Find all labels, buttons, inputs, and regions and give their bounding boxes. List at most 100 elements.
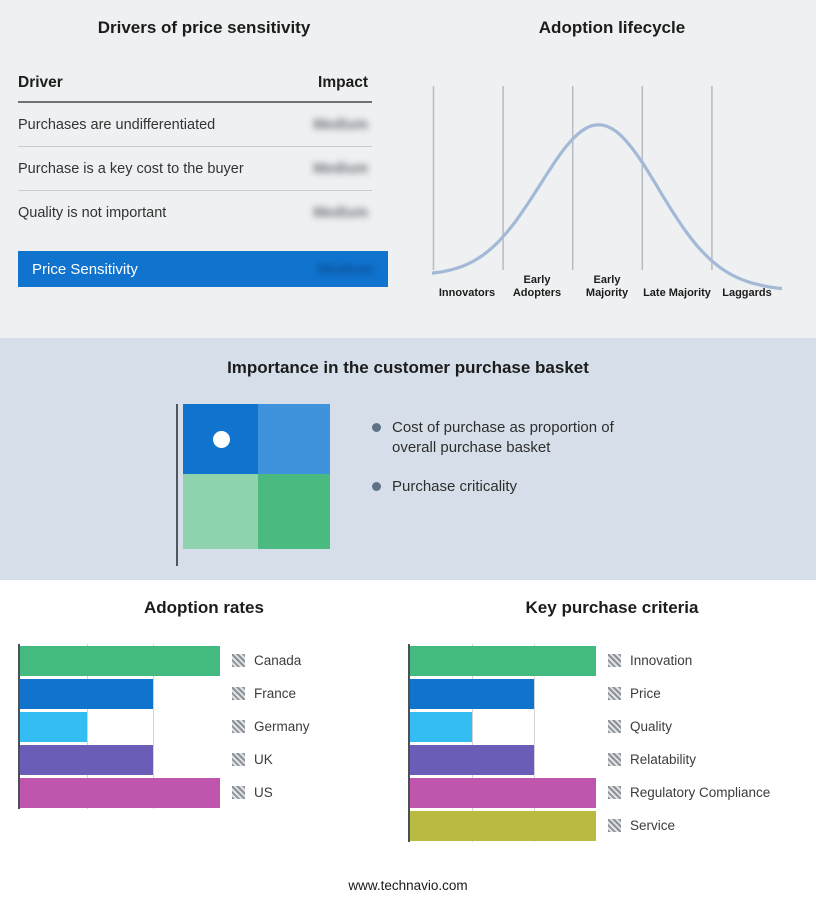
gridline (472, 644, 473, 842)
bar-innovation (410, 645, 596, 676)
drivers-table: Driver Impact Purchases are undifferenti… (18, 74, 372, 235)
legend-swatch-icon (608, 720, 621, 733)
quadrant-cell-bottom-right (258, 474, 330, 549)
bar-canada (20, 645, 220, 676)
key-purchase-criteria-title: Key purchase criteria (525, 598, 699, 617)
bar-row (20, 776, 220, 809)
legend-label: Germany (254, 719, 310, 734)
legend-swatch-icon (608, 654, 621, 667)
drivers-panel-title: Drivers of price sensitivity (97, 18, 311, 37)
legend-label: US (254, 785, 273, 800)
bar-row (20, 644, 220, 677)
bullet-item: Purchase criticality (372, 477, 634, 497)
legend-swatch-icon (232, 654, 245, 667)
adoption-rates-plot (18, 644, 220, 809)
adoption-rates-chart: Canada France Germany UK US (18, 644, 408, 809)
bar-price (410, 678, 534, 709)
table-row: Purchase is a key cost to the buyer Medi… (18, 147, 372, 191)
stage-label: Innovators (438, 287, 496, 300)
legend-item: Canada (232, 644, 310, 677)
bar-row (20, 677, 220, 710)
legend-item: Germany (232, 710, 310, 743)
column-header-impact: Impact (318, 74, 368, 91)
legend-swatch-icon (232, 687, 245, 700)
key-purchase-criteria-legend: Innovation Price Quality Relatability Regula… (608, 644, 770, 842)
impact-value-obscured: Medium (313, 160, 368, 177)
bar-quality (410, 711, 472, 742)
legend-swatch-icon (232, 786, 245, 799)
bar-row (410, 743, 596, 776)
adoption-lifecycle-panel: Adoption lifecycle Innovators Early Adopt… (408, 0, 816, 338)
bar-france (20, 678, 154, 709)
bullet-icon (372, 481, 381, 491)
legend-swatch-icon (608, 687, 621, 700)
legend-swatch-icon (232, 720, 245, 733)
bar-row (410, 677, 596, 710)
quadrant-matrix (183, 404, 330, 549)
bar-row (410, 710, 596, 743)
quadrant-cell-top-left (183, 404, 258, 474)
bar-us (20, 777, 220, 808)
price-sensitivity-summary-bar: Price Sensitivity Medium (18, 251, 388, 287)
bar-row (20, 710, 220, 743)
bar-relatability (410, 744, 534, 775)
column-header-driver: Driver (18, 74, 63, 91)
lifecycle-panel-title: Adoption lifecycle (538, 18, 686, 37)
stage-label: Early Adopters (512, 274, 562, 300)
legend-label: UK (254, 752, 273, 767)
driver-name: Purchases are undifferentiated (18, 116, 216, 133)
driver-name: Purchase is a key cost to the buyer (18, 160, 244, 177)
bullet-icon (372, 423, 381, 432)
table-row: Quality is not important Medium (18, 191, 372, 235)
legend-item: Quality (608, 710, 770, 743)
top-section: Drivers of price sensitivity Driver Impa… (0, 0, 816, 338)
stage-label: Laggards (722, 287, 772, 300)
legend-item: US (232, 776, 310, 809)
price-sensitivity-panel: Drivers of price sensitivity Driver Impa… (0, 0, 408, 338)
stage-label: Late Majority (643, 287, 711, 300)
bullet-item: Cost of purchase as proportion of overal… (372, 418, 634, 458)
purchase-basket-section: Importance in the customer purchase bask… (0, 338, 816, 580)
key-purchase-criteria-chart: Innovation Price Quality Relatability Regula… (408, 644, 816, 842)
legend-swatch-icon (608, 786, 621, 799)
lifecycle-bell-curve-svg (430, 86, 783, 291)
legend-label: Relatability (630, 752, 697, 767)
legend-item: Regulatory Compliance (608, 776, 770, 809)
legend-label: Quality (630, 719, 673, 734)
key-purchase-criteria-plot (408, 644, 596, 842)
bar-row (20, 743, 220, 776)
legend-label: Price (630, 686, 661, 701)
lifecycle-stage-labels: Innovators Early Adopters Early Majority La… (432, 274, 782, 300)
bar-row (410, 776, 596, 809)
footer-url: www.technavio.com (348, 878, 468, 893)
stage-label: Early Majority (585, 274, 629, 300)
table-row: Purchases are undifferentiated Medium (18, 103, 372, 147)
position-marker-dot (213, 431, 230, 448)
legend-item: Service (608, 809, 770, 842)
legend-label: France (254, 686, 297, 701)
bar-regulatory-compliance (410, 777, 596, 808)
legend-item: Relatability (608, 743, 770, 776)
summary-label: Price Sensitivity (32, 260, 138, 278)
bar-uk (20, 744, 154, 775)
legend-swatch-icon (608, 819, 621, 832)
legend-item: UK (232, 743, 310, 776)
legend-label: Regulatory Compliance (630, 785, 771, 800)
adoption-rates-block: Adoption rates Canada France Germany UK US (0, 598, 408, 902)
driver-name: Quality is not important (18, 205, 167, 221)
basket-section-title: Importance in the customer purchase bask… (227, 358, 589, 377)
gridline (534, 644, 535, 842)
legend-item: Innovation (608, 644, 770, 677)
legend-label: Innovation (630, 653, 693, 668)
drivers-table-header: Driver Impact (18, 74, 372, 103)
summary-impact-value-obscured: Medium (317, 260, 374, 278)
legend-item: France (232, 677, 310, 710)
quadrant-cell-bottom-left (183, 474, 258, 549)
gridline (86, 644, 88, 809)
bar-row (410, 644, 596, 677)
legend-swatch-icon (608, 753, 621, 766)
legend-swatch-icon (232, 753, 245, 766)
gridline (153, 644, 155, 809)
impact-value-obscured: Medium (313, 116, 368, 133)
